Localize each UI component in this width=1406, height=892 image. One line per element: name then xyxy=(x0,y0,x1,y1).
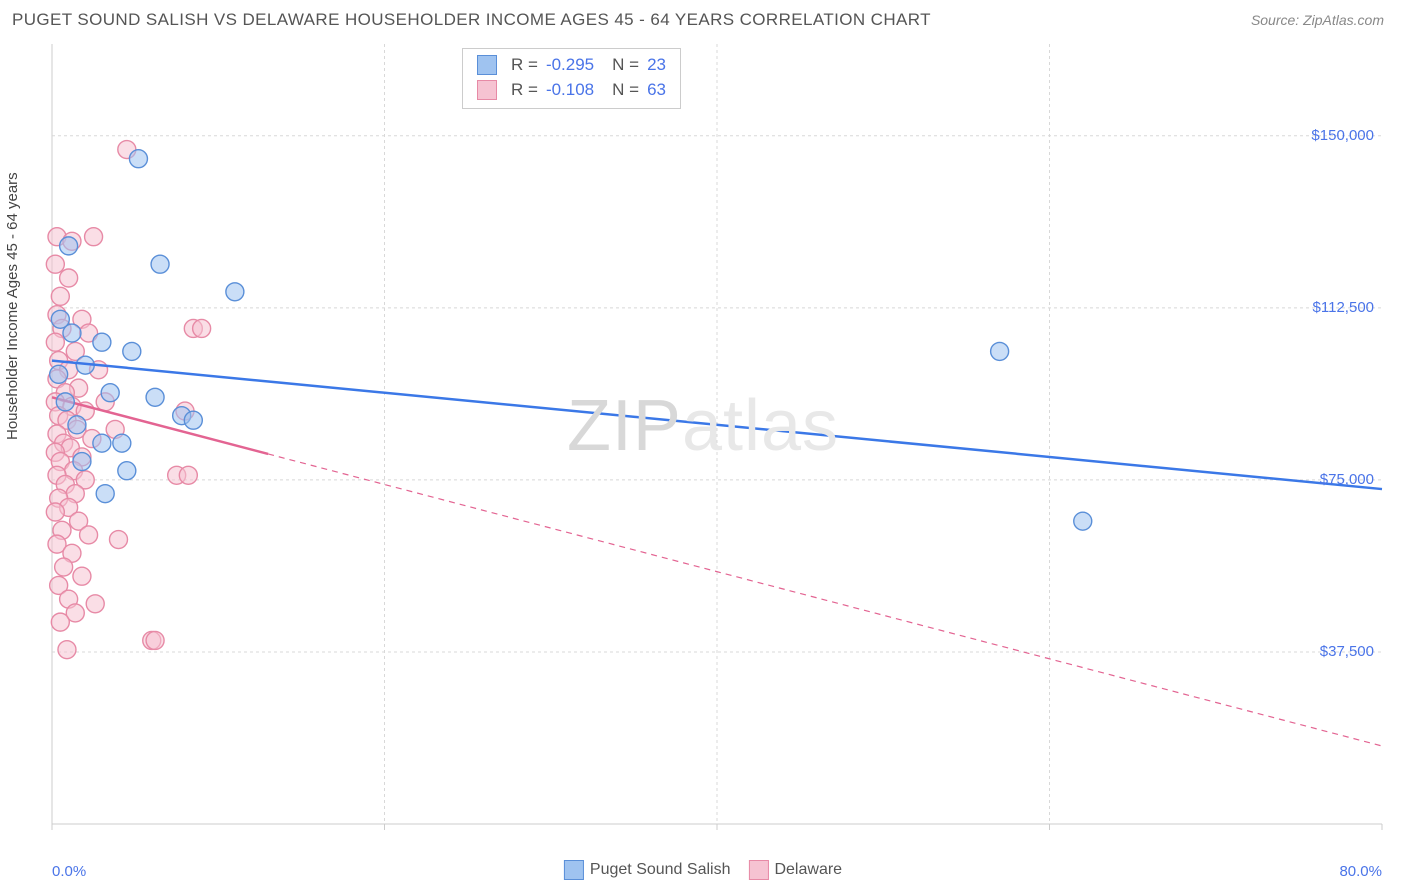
scatter-chart xyxy=(12,40,1394,850)
correlation-legend: R = -0.295N = 23R = -0.108N = 63 xyxy=(462,48,681,109)
chart-container: Householder Income Ages 45 - 64 years ZI… xyxy=(12,40,1394,880)
y-tick-label: $75,000 xyxy=(1320,471,1374,488)
series-legend: Puget Sound Salish Delaware xyxy=(564,860,842,880)
chart-title: PUGET SOUND SALISH VS DELAWARE HOUSEHOLD… xyxy=(12,10,931,30)
x-max-label: 80.0% xyxy=(1339,863,1382,880)
y-axis-label: Householder Income Ages 45 - 64 years xyxy=(4,172,21,440)
y-tick-label: $37,500 xyxy=(1320,643,1374,660)
legend-row: R = -0.295N = 23 xyxy=(477,53,666,78)
y-tick-label: $112,500 xyxy=(1313,299,1374,316)
x-min-label: 0.0% xyxy=(52,863,86,880)
legend-row: R = -0.108N = 63 xyxy=(477,78,666,103)
source-attribution: Source: ZipAtlas.com xyxy=(1251,12,1384,28)
legend-item: Delaware xyxy=(748,860,842,880)
legend-item: Puget Sound Salish xyxy=(564,860,731,880)
y-tick-label: $150,000 xyxy=(1311,127,1374,144)
